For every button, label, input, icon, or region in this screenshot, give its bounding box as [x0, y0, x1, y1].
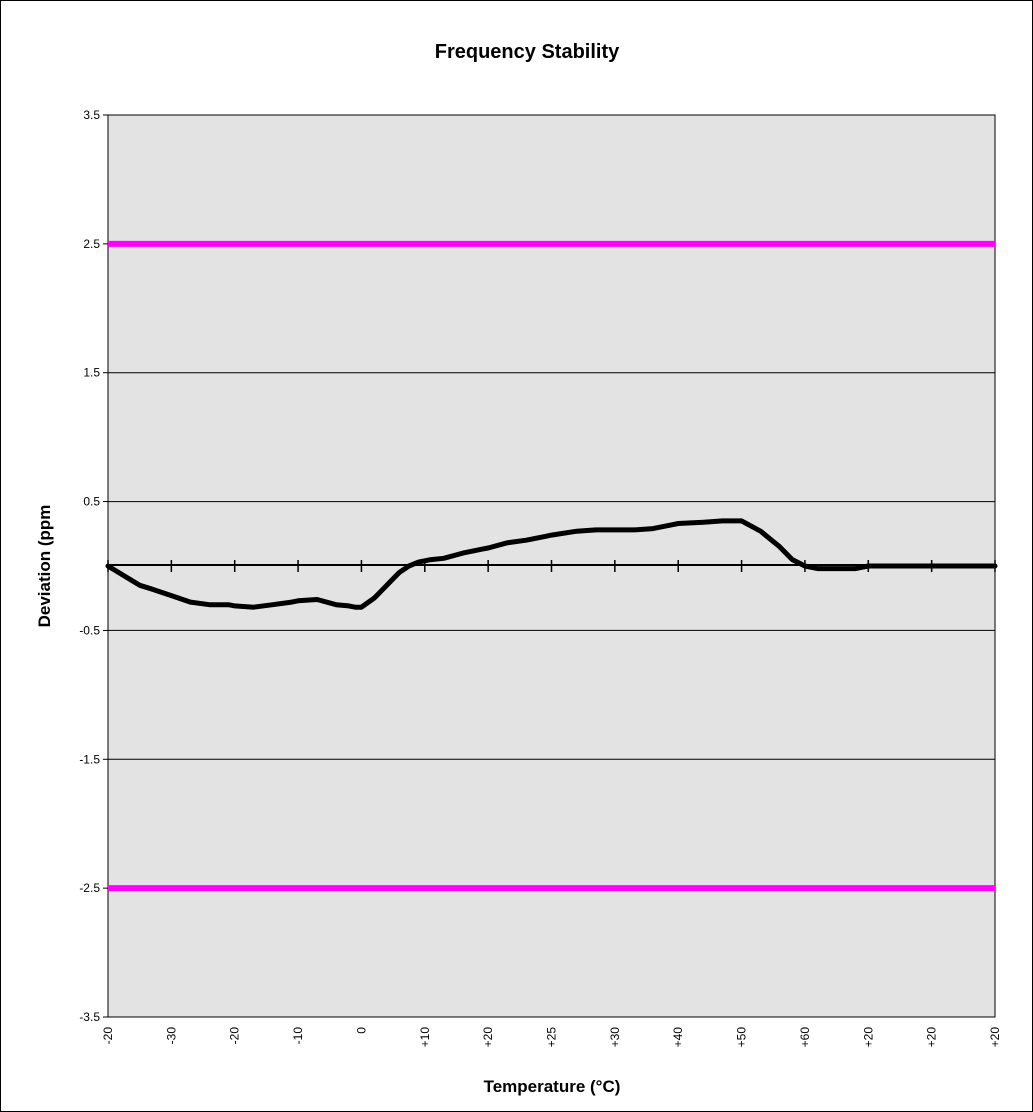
- data-series: [105, 518, 998, 610]
- x-tick-label-4: 0: [354, 1027, 368, 1034]
- x-tick-labels: -20 -30 -20 -10 0 +10 +20 +25 +30 +40 +50 +60 +20 +20…: [101, 1027, 1002, 1048]
- y-tick-label-7: -3.5: [79, 1010, 100, 1024]
- x-tick-label-1: -30: [164, 1027, 178, 1045]
- y-axis-title: Deviation (ppm: [35, 505, 54, 628]
- x-tick-label-6: +20: [481, 1027, 495, 1048]
- x-tick-label-2: -20: [228, 1027, 242, 1045]
- y-tick-label-6: -2.5: [79, 881, 100, 895]
- x-tick-label-8: +30: [608, 1027, 622, 1048]
- x-tick-label-14: +20: [988, 1027, 1002, 1048]
- y-tick-label-5: -1.5: [79, 752, 100, 766]
- x-axis-title: Temperature (°C): [484, 1077, 621, 1096]
- x-tick-label-12: +20: [861, 1027, 875, 1048]
- y-tick-label-4: -0.5: [79, 623, 100, 637]
- limit-lines: [108, 240, 995, 892]
- x-tick-label-13: +20: [925, 1027, 939, 1048]
- x-tick-label-0: -20: [101, 1027, 115, 1045]
- y-tick-label-0: 3.5: [83, 108, 100, 122]
- x-tick-label-10: +50: [735, 1027, 749, 1048]
- chart-title: Frequency Stability: [435, 41, 620, 63]
- x-tick-label-11: +60: [798, 1027, 812, 1048]
- y-tick-label-3: 0.5: [83, 495, 100, 509]
- x-tick-label-7: +25: [545, 1027, 559, 1048]
- x-tick-label-5: +10: [418, 1027, 432, 1048]
- measured-series-line: [105, 518, 998, 610]
- y-tick-labels: 3.5 2.5 1.5 0.5 -0.5 -1.5 -2.5 -3.5: [79, 108, 108, 1024]
- y-tick-label-1: 2.5: [83, 237, 100, 251]
- x-tick-label-9: +40: [671, 1027, 685, 1048]
- y-tick-label-2: 1.5: [83, 366, 100, 380]
- x-tick-label-3: -10: [291, 1027, 305, 1045]
